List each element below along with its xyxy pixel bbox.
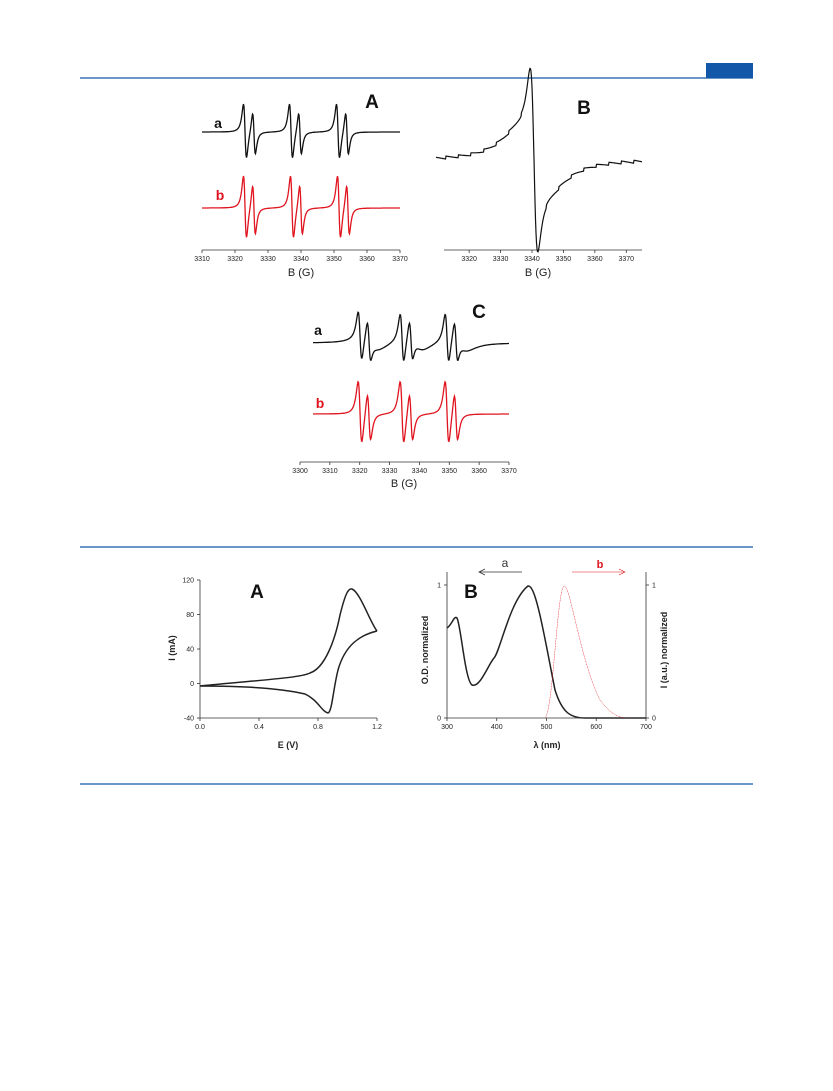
y2-axis-label: I (a.u.) normalized <box>659 612 669 689</box>
x-tick-label: 0.8 <box>313 724 323 731</box>
x-tick-label: 3330 <box>260 256 276 263</box>
x-tick-label: 3320 <box>461 256 477 263</box>
x-tick-label: 400 <box>491 724 503 731</box>
x-tick-label: 3310 <box>194 256 210 263</box>
x-tick-label: 0.4 <box>254 724 264 731</box>
x-tick-label: 3320 <box>352 468 368 475</box>
x-tick-label: 500 <box>541 724 553 731</box>
y-tick-label: 40 <box>186 647 194 654</box>
x-tick-label: 600 <box>590 724 602 731</box>
x-tick-label: 3350 <box>556 256 572 263</box>
y-tick-label: 80 <box>186 612 194 619</box>
y-tick-label: 120 <box>182 578 194 585</box>
cv-forward <box>199 588 378 687</box>
x-tick-label: 300 <box>441 724 453 731</box>
panel-label: A <box>365 92 379 113</box>
trace-label: b <box>316 395 325 411</box>
y-tick-label: 0 <box>437 716 441 723</box>
trace-label: a <box>314 322 322 338</box>
x-tick-label: 3340 <box>293 256 309 263</box>
x-axis-label: B (G) <box>391 478 417 490</box>
x-tick-label: 3370 <box>501 468 517 475</box>
x-tick-label: 3340 <box>524 256 540 263</box>
arrow-label: b <box>597 559 604 571</box>
panel-label: A <box>250 582 264 603</box>
arrow-head <box>618 568 626 576</box>
epr-trace <box>202 103 400 158</box>
y-tick-label: 1 <box>437 583 441 590</box>
x-tick-label: 1.2 <box>372 724 382 731</box>
arrow-label: a <box>502 556 509 570</box>
y-axis-label: I (mA) <box>167 635 177 661</box>
x-tick-label: 3360 <box>587 256 603 263</box>
emission-curve <box>544 585 631 719</box>
x-tick-label: 3330 <box>493 256 509 263</box>
panel-label: C <box>472 302 486 323</box>
x-axis-label: λ (nm) <box>534 740 561 750</box>
header-tab <box>706 63 753 78</box>
x-tick-label: 3360 <box>471 468 487 475</box>
x-tick-label: 3310 <box>322 468 338 475</box>
x-axis-label: B (G) <box>288 267 314 279</box>
panel-label: B <box>577 98 591 119</box>
x-tick-label: 3320 <box>227 256 243 263</box>
epr-trace <box>202 175 400 238</box>
x-tick-label: 3370 <box>392 256 408 263</box>
y-axis-label: O.D. normalized <box>420 616 430 685</box>
x-tick-label: 3350 <box>441 468 457 475</box>
y-tick-label: 0 <box>190 681 194 688</box>
x-tick-label: 3370 <box>618 256 634 263</box>
epr-trace <box>435 67 643 253</box>
y-tick-label: 1 <box>652 583 656 590</box>
y-tick-label: 0 <box>652 716 656 723</box>
x-axis-label: B (G) <box>525 267 551 279</box>
x-tick-label: 3340 <box>412 468 428 475</box>
absorbance-curve <box>446 585 646 719</box>
x-tick-label: 3300 <box>292 468 308 475</box>
y-tick-label: -40 <box>184 716 194 723</box>
x-tick-label: 3350 <box>326 256 342 263</box>
x-tick-label: 3330 <box>382 468 398 475</box>
arrow-head <box>478 568 486 576</box>
x-tick-label: 3360 <box>359 256 375 263</box>
trace-label: a <box>214 115 222 131</box>
epr-trace <box>313 380 509 443</box>
epr-trace <box>312 311 509 362</box>
trace-label: b <box>216 187 225 203</box>
x-tick-label: 0.0 <box>195 724 205 731</box>
x-tick-label: 700 <box>640 724 652 731</box>
x-axis-label: E (V) <box>278 740 299 750</box>
panel-label: B <box>464 582 478 603</box>
cv-reverse <box>199 630 378 714</box>
